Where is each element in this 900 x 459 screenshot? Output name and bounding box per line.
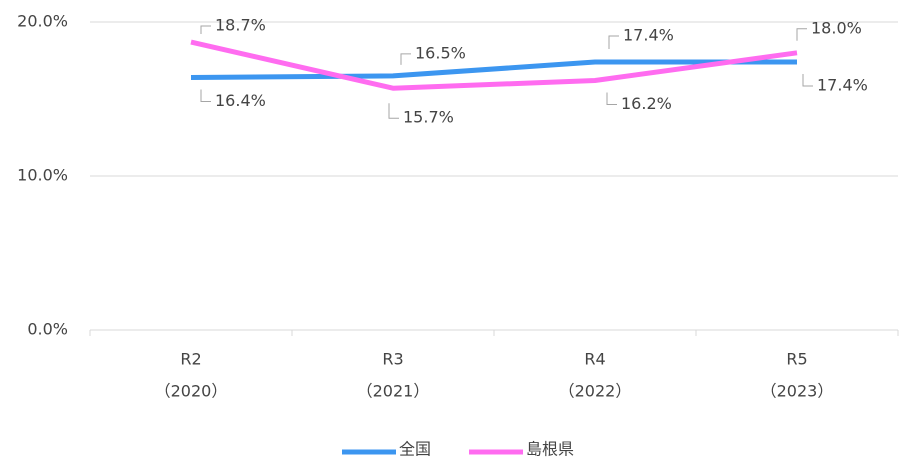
- legend-label: 島根県: [526, 440, 574, 459]
- x-tick-label: R3: [382, 350, 403, 369]
- x-tick-label: R2: [180, 350, 201, 369]
- y-tick-label: 20.0%: [17, 12, 68, 31]
- series-line: [190, 39, 798, 91]
- legend-label: 全国: [399, 440, 431, 459]
- x-tick-label: R5: [786, 350, 807, 369]
- leader-line: [388, 103, 399, 119]
- x-tick-label: （2021）: [357, 382, 430, 401]
- x-tick-label: （2023）: [761, 382, 834, 401]
- series-line: [190, 59, 797, 80]
- y-tick-label: 0.0%: [27, 320, 68, 339]
- leader-line: [606, 92, 617, 106]
- data-label: 16.2%: [621, 94, 672, 113]
- leader-line: [608, 35, 619, 50]
- leader-line: [400, 53, 411, 65]
- data-label: 16.5%: [415, 43, 466, 62]
- data-label: 17.4%: [817, 76, 868, 95]
- data-label: 15.7%: [403, 108, 454, 127]
- data-label: 17.4%: [623, 26, 674, 45]
- leader-line: [802, 74, 813, 87]
- x-tick-label: R4: [584, 350, 605, 369]
- y-tick-label: 10.0%: [17, 166, 68, 185]
- x-tick-label: （2020）: [155, 382, 228, 401]
- leader-line: [796, 28, 807, 41]
- x-tick-label: （2022）: [559, 382, 632, 401]
- data-label: 16.4%: [215, 91, 266, 110]
- leader-line: [200, 25, 211, 35]
- leader-line: [200, 89, 211, 102]
- data-label: 18.7%: [215, 16, 266, 35]
- data-label: 18.0%: [811, 18, 862, 37]
